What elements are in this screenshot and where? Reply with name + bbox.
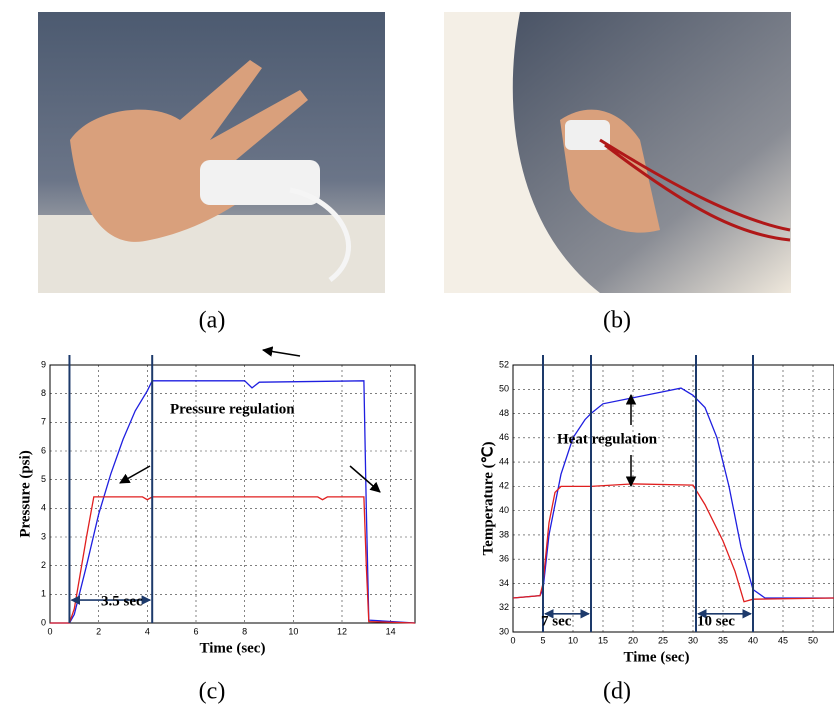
x-axis-label: Time (sec)	[200, 640, 266, 656]
x-tick-label: 2	[96, 626, 101, 636]
plot-frame	[513, 365, 834, 632]
x-tick-label: 0	[47, 626, 52, 636]
span-label: 7 sec	[541, 613, 572, 629]
annotation-arrow	[263, 350, 300, 356]
span-label: 10 sec	[697, 613, 735, 629]
data-line	[513, 388, 834, 598]
x-axis-label: Time (sec)	[624, 649, 690, 665]
caption: (a)	[199, 308, 226, 334]
x-tick-label: 35	[718, 635, 728, 645]
photo-b	[444, 12, 791, 293]
x-tick-label: 8	[242, 626, 247, 636]
y-tick-label: 42	[499, 481, 509, 491]
y-tick-label: 36	[499, 554, 509, 564]
x-tick-label: 45	[778, 635, 788, 645]
y-tick-label: 1	[41, 589, 46, 599]
y-tick-label: 5	[41, 474, 46, 484]
figure: (a) (b) (c) (d) 012345678902468101214Tim…	[0, 0, 834, 710]
x-tick-label: 20	[628, 635, 638, 645]
y-tick-label: 50	[499, 384, 509, 394]
y-tick-label: 9	[41, 359, 46, 369]
y-tick-label: 52	[499, 359, 509, 369]
y-tick-label: 38	[499, 529, 509, 539]
y-axis-label: Pressure (psi)	[17, 450, 33, 537]
x-tick-label: 4	[145, 626, 150, 636]
x-tick-label: 15	[598, 635, 608, 645]
span-label: 3.5 sec	[101, 593, 143, 609]
x-tick-label: 40	[748, 635, 758, 645]
y-axis-label: Temperature (℃)	[480, 442, 496, 556]
y-tick-label: 46	[499, 432, 509, 442]
y-tick-label: 30	[499, 626, 509, 636]
y-tick-label: 6	[41, 445, 46, 455]
y-tick-label: 7	[41, 417, 46, 427]
x-tick-label: 50	[808, 635, 818, 645]
x-tick-label: 6	[193, 626, 198, 636]
x-tick-label: 10	[288, 626, 298, 636]
y-tick-label: 48	[499, 408, 509, 418]
y-tick-label: 34	[499, 578, 509, 588]
y-tick-label: 4	[41, 503, 46, 513]
y-tick-label: 8	[41, 388, 46, 398]
y-tick-label: 2	[41, 560, 46, 570]
x-tick-label: 30	[688, 635, 698, 645]
y-tick-label: 32	[499, 602, 509, 612]
x-tick-label: 5	[540, 635, 545, 645]
data-line	[513, 484, 834, 602]
x-tick-label: 14	[386, 626, 396, 636]
y-tick-label: 40	[499, 505, 509, 515]
y-tick-label: 3	[41, 531, 46, 541]
x-tick-label: 25	[658, 635, 668, 645]
y-tick-label: 44	[499, 456, 509, 466]
annotation: Heat regulation	[557, 431, 658, 447]
x-tick-label: 12	[337, 626, 347, 636]
x-tick-label: 0	[510, 635, 515, 645]
caption: (c)	[199, 679, 226, 705]
caption: (b)	[603, 308, 631, 334]
caption: (d)	[603, 679, 631, 705]
annotation-arrow	[120, 466, 150, 483]
x-tick-label: 10	[568, 635, 578, 645]
y-tick-label: 0	[41, 617, 46, 627]
photo-a	[38, 12, 385, 293]
annotation: Pressure regulation	[170, 401, 295, 417]
